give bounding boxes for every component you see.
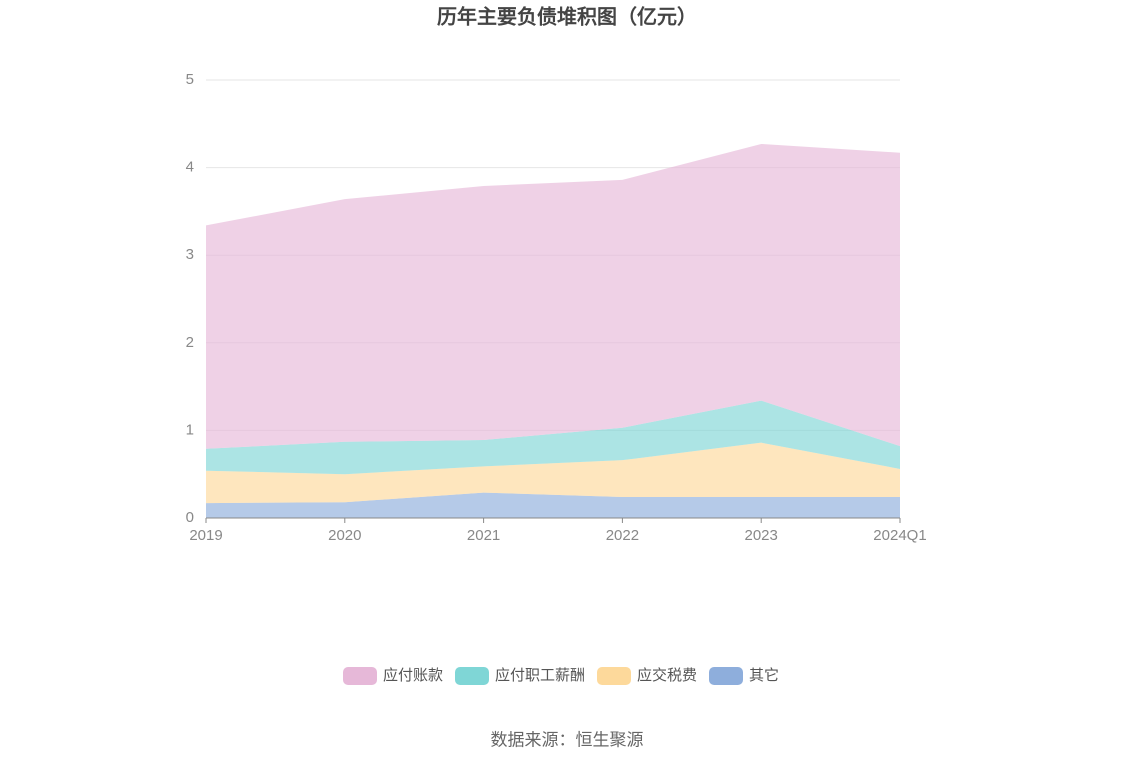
legend-swatch: [343, 667, 377, 685]
area: [206, 400, 900, 475]
x-tick-label: 2021: [467, 527, 500, 544]
y-tick-label: 3: [186, 246, 194, 263]
area: [206, 492, 900, 518]
source: 数据来源：恒生聚源: [491, 730, 644, 749]
x-tick-label: 2019: [189, 527, 222, 544]
y-tick-label: 1: [186, 421, 194, 438]
legend-swatch: [455, 667, 489, 685]
legend-swatch: [597, 667, 631, 685]
x-tick-label: 2023: [745, 527, 778, 544]
y-tick-label: 5: [186, 71, 194, 88]
x-tick-label: 2022: [606, 527, 639, 544]
legend-label: 应付账款: [383, 666, 443, 684]
y-tick-label: 2: [186, 334, 194, 351]
legend-label: 应付职工薪酬: [495, 666, 585, 684]
area: [206, 442, 900, 504]
legend-swatch: [709, 667, 743, 685]
legend-label: 其它: [749, 666, 779, 684]
y-tick-label: 4: [186, 159, 194, 176]
legend-label: 应交税费: [637, 666, 697, 684]
chart-title: 历年主要负债堆积图（亿元）: [437, 4, 697, 28]
area: [206, 143, 900, 449]
y-tick-label: 0: [186, 509, 194, 526]
x-tick-label: 2024Q1: [873, 527, 926, 544]
x-tick-label: 2020: [328, 527, 361, 544]
